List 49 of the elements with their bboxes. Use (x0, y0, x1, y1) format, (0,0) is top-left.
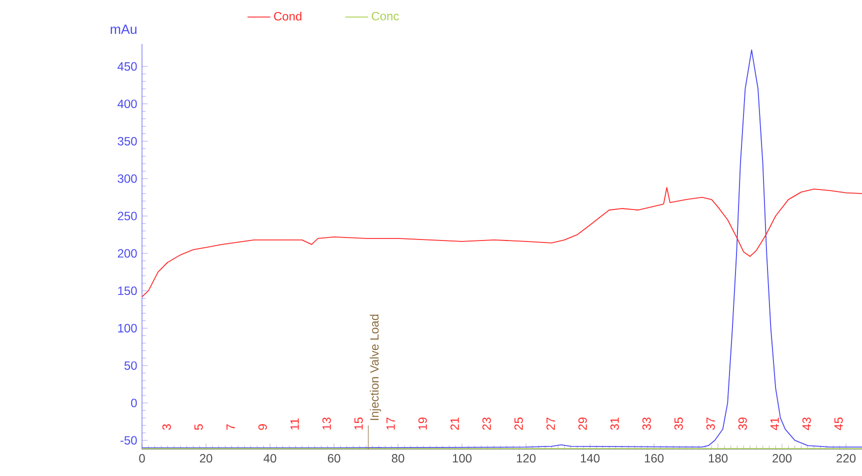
annotation: 39 (738, 418, 747, 430)
x-tick-label: 200 (772, 454, 792, 463)
annotation: 9 (258, 424, 267, 430)
x-tick-label: 60 (328, 454, 340, 463)
y-tick-label: 450 (118, 62, 137, 71)
annotation: 45 (834, 418, 843, 430)
annotation: 35 (674, 418, 683, 430)
x-tick-label: 0 (139, 454, 145, 463)
annotation: 41 (770, 418, 779, 430)
annotation: 25 (514, 418, 523, 430)
ref-line-label: Injection Valve Load (370, 314, 382, 420)
annotation: 43 (802, 418, 811, 430)
x-tick-label: 160 (644, 454, 664, 463)
annotation: 21 (450, 418, 459, 430)
y-tick-label: 0 (131, 398, 137, 408)
x-tick-label: 20 (200, 454, 212, 463)
x-tick-label: 220 (836, 454, 856, 463)
y-tick-label: 100 (118, 324, 137, 332)
annotation: 3 (162, 424, 171, 430)
x-tick-label: 120 (516, 454, 536, 463)
annotation: 27 (546, 418, 555, 430)
y-tick-label: 300 (118, 174, 137, 183)
annotation: 15 (354, 418, 363, 430)
annotation: 11 (290, 418, 299, 430)
legend-label: Cond (274, 12, 302, 21)
annotation: 19 (418, 418, 427, 430)
y-tick-label: 200 (118, 249, 137, 258)
x-tick-label: 40 (264, 454, 276, 463)
annotation: 13 (322, 418, 331, 430)
annotation: 37 (706, 418, 715, 430)
x-tick-label: 80 (392, 454, 404, 463)
y-tick-label: 150 (118, 286, 137, 296)
x-tick-label: 140 (580, 454, 600, 463)
x-tick-label: 180 (708, 454, 728, 463)
annotation: 5 (194, 424, 203, 430)
annotation: 33 (642, 418, 651, 430)
annotation: 29 (578, 418, 587, 430)
x-tick-label: 100 (452, 454, 472, 463)
y-axis-title: mAu (110, 24, 136, 34)
y-tick-label: 250 (118, 212, 137, 220)
annotation: 7 (226, 424, 235, 430)
y-tick-label: -50 (120, 436, 137, 445)
y-tick-label: 50 (124, 361, 137, 370)
annotation: 23 (482, 418, 491, 430)
y-tick-label: 400 (118, 100, 137, 108)
annotation: 17 (386, 418, 395, 430)
legend-label: Conc (372, 12, 399, 20)
annotation: 31 (610, 418, 619, 430)
y-tick-label: 350 (118, 136, 137, 146)
